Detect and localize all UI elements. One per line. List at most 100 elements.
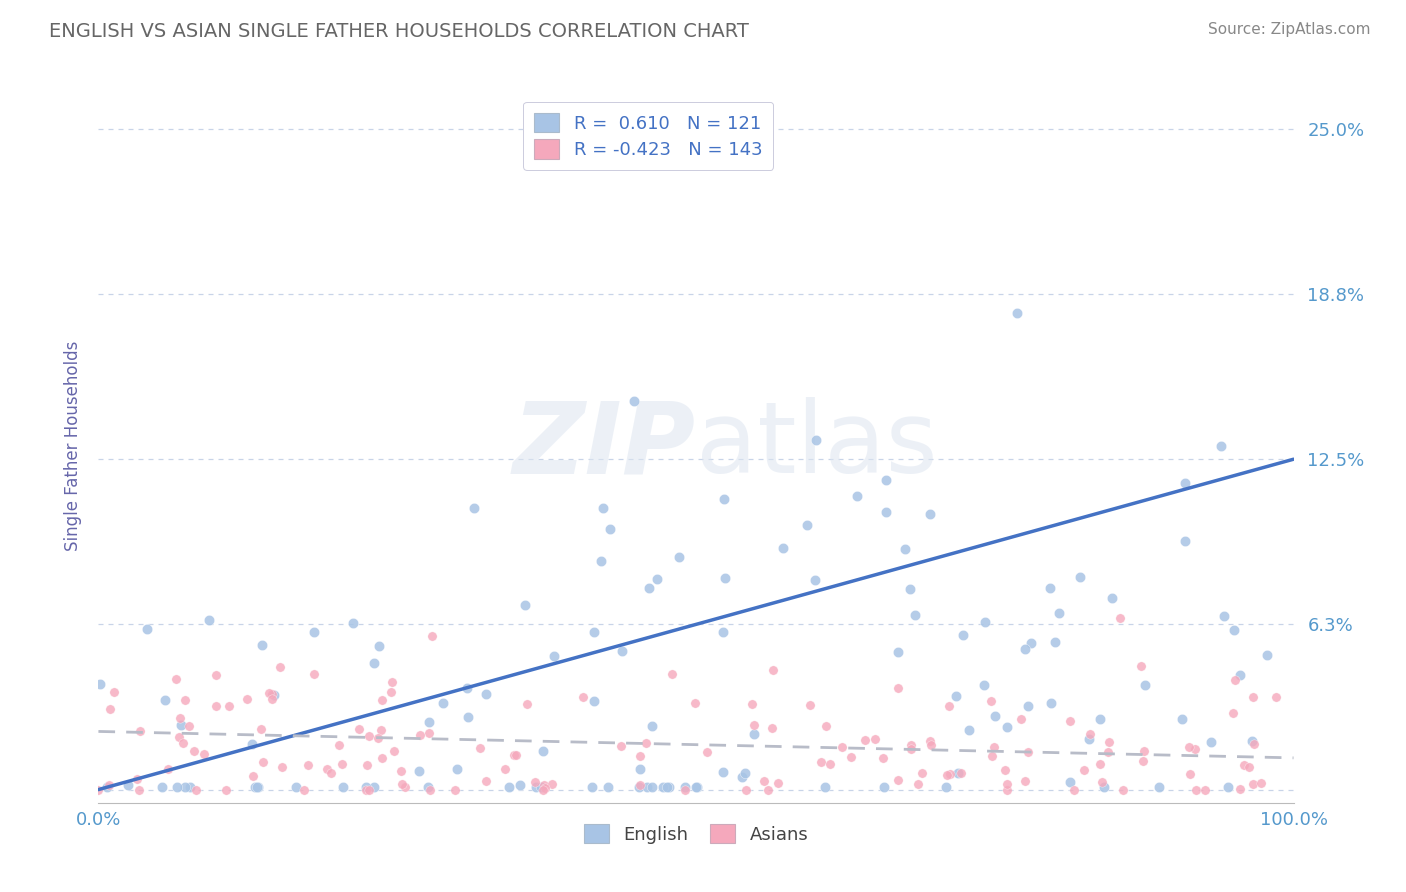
Point xyxy=(900,742,922,756)
Point xyxy=(167,731,190,745)
Point xyxy=(875,473,897,487)
Point xyxy=(540,777,562,791)
Point xyxy=(543,649,565,664)
Point xyxy=(938,767,960,781)
Point xyxy=(533,778,555,792)
Point xyxy=(1005,306,1028,320)
Point xyxy=(128,782,150,797)
Point xyxy=(995,782,1018,797)
Point xyxy=(418,780,440,794)
Point xyxy=(332,780,354,794)
Point xyxy=(391,777,413,791)
Point xyxy=(1069,570,1091,584)
Point xyxy=(731,770,754,784)
Point xyxy=(734,782,756,797)
Point xyxy=(898,582,921,596)
Point xyxy=(463,500,485,515)
Point xyxy=(328,739,350,753)
Point xyxy=(494,762,516,776)
Text: Source: ZipAtlas.com: Source: ZipAtlas.com xyxy=(1208,22,1371,37)
Point xyxy=(865,731,887,746)
Point xyxy=(974,615,997,629)
Point xyxy=(804,573,827,587)
Point xyxy=(498,780,520,794)
Point xyxy=(422,630,444,644)
Point xyxy=(218,698,240,713)
Point xyxy=(1063,782,1085,797)
Point xyxy=(87,782,110,797)
Point xyxy=(1097,745,1119,759)
Point xyxy=(686,780,709,794)
Point xyxy=(628,749,651,764)
Point xyxy=(157,763,180,777)
Point xyxy=(260,687,283,701)
Point xyxy=(918,734,941,748)
Point xyxy=(1077,732,1099,747)
Point xyxy=(263,689,285,703)
Point xyxy=(1229,668,1251,682)
Point xyxy=(742,718,765,732)
Point xyxy=(628,762,651,776)
Point xyxy=(363,780,385,794)
Point xyxy=(634,736,657,750)
Point xyxy=(1112,782,1135,797)
Point xyxy=(475,687,498,701)
Point xyxy=(911,766,934,780)
Point xyxy=(172,736,194,750)
Point xyxy=(523,774,546,789)
Point xyxy=(475,774,498,789)
Point xyxy=(875,505,897,519)
Point xyxy=(444,782,467,797)
Point xyxy=(1213,608,1236,623)
Point xyxy=(894,542,917,557)
Point xyxy=(1047,606,1070,620)
Point xyxy=(409,728,432,742)
Point xyxy=(246,780,269,794)
Point xyxy=(945,690,967,704)
Point xyxy=(1177,740,1199,755)
Point xyxy=(370,723,392,738)
Point xyxy=(831,739,853,754)
Point xyxy=(713,492,735,507)
Point xyxy=(638,582,661,596)
Point xyxy=(1101,591,1123,606)
Point xyxy=(685,780,707,794)
Point xyxy=(205,668,228,682)
Point xyxy=(129,724,152,739)
Point xyxy=(995,777,1018,791)
Point xyxy=(734,766,756,780)
Point xyxy=(1014,642,1036,657)
Point xyxy=(853,733,876,747)
Point xyxy=(599,522,621,536)
Point xyxy=(1043,635,1066,649)
Point xyxy=(628,778,651,792)
Point xyxy=(153,693,176,707)
Point xyxy=(502,747,524,762)
Point xyxy=(136,622,159,636)
Point xyxy=(1014,773,1036,788)
Point xyxy=(983,739,1005,754)
Point xyxy=(683,696,706,710)
Point xyxy=(596,780,619,794)
Point xyxy=(994,763,1017,777)
Point xyxy=(1017,699,1039,714)
Point xyxy=(1239,760,1261,774)
Text: ZIP: ZIP xyxy=(513,398,696,494)
Point xyxy=(900,738,922,752)
Point xyxy=(302,625,325,640)
Point xyxy=(711,624,734,639)
Point xyxy=(980,694,1002,708)
Point xyxy=(1011,712,1033,726)
Point xyxy=(1194,782,1216,797)
Point xyxy=(1109,611,1132,625)
Point xyxy=(368,640,391,654)
Point xyxy=(845,489,868,503)
Point xyxy=(150,780,173,794)
Point xyxy=(347,722,370,736)
Point xyxy=(1241,777,1264,791)
Point xyxy=(995,720,1018,734)
Point xyxy=(165,673,187,687)
Point xyxy=(946,766,969,780)
Point xyxy=(252,755,274,769)
Point xyxy=(240,737,263,751)
